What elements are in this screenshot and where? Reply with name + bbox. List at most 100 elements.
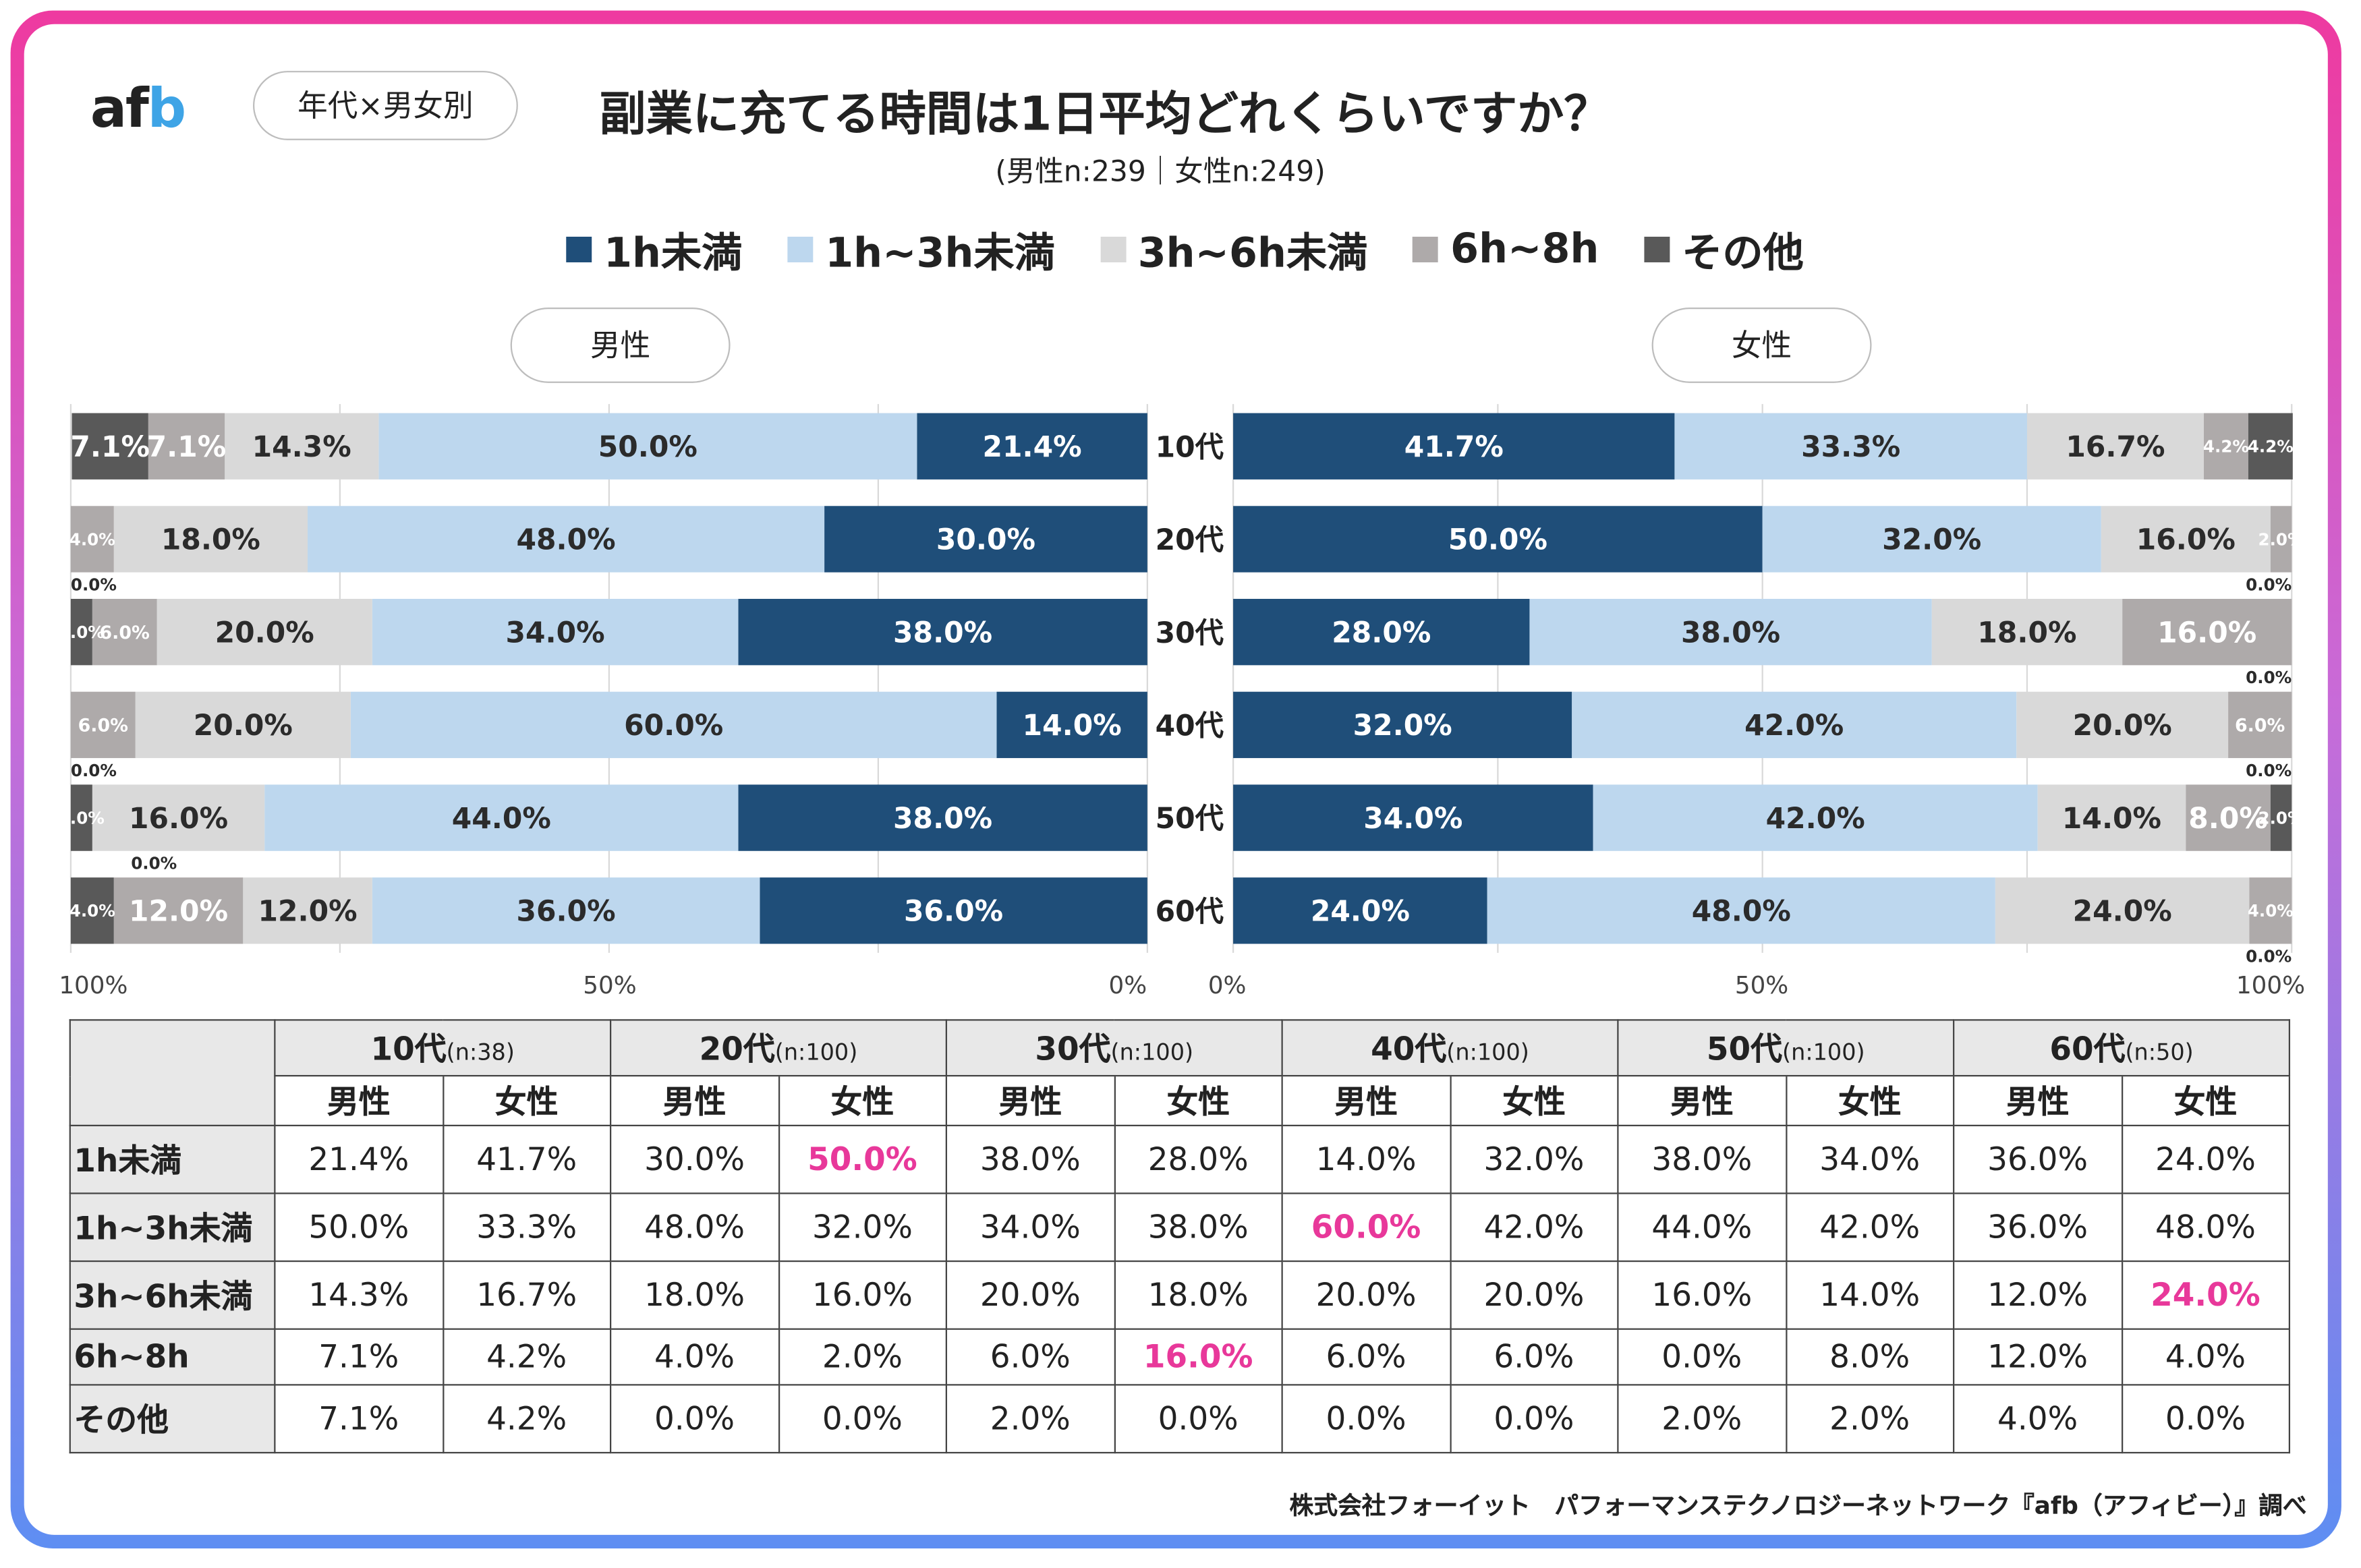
table-cell: 0.0%	[1449, 1383, 1619, 1454]
table-cell: 0.0%	[1113, 1383, 1283, 1454]
tick-label: 0%	[1208, 972, 1247, 999]
data-label: 42.0%	[1744, 709, 1844, 743]
tick-label: 100%	[2236, 972, 2305, 999]
table-cell: 50.0%	[274, 1192, 444, 1262]
data-label: 0.0%	[2246, 761, 2292, 780]
data-label: 44.0%	[452, 803, 551, 836]
data-label: 24.0%	[2073, 896, 2172, 929]
gender-header: 男性	[1617, 1074, 1787, 1126]
category-label: 20代	[1156, 524, 1224, 557]
age-group-label: 50代	[1706, 1031, 1783, 1068]
data-label: 2.0%	[2258, 809, 2304, 828]
legend-item: 1h未満	[566, 220, 742, 279]
table-row: 6h~8h 7.1% 4.2% 4.0% 2.0% 6.0% 16.0% 6.0% 6.0% 0.…	[69, 1329, 2291, 1386]
data-label: 24.0%	[1311, 896, 1410, 929]
data-label: 38.0%	[893, 803, 992, 836]
data-label: 6.0%	[100, 622, 150, 643]
table-cell: 7.1%	[274, 1383, 444, 1454]
table-cell: 42.0%	[1449, 1192, 1619, 1262]
data-label: 0.0%	[2246, 668, 2292, 687]
table-cell: 38.0%	[945, 1124, 1115, 1194]
sample-size-label: (n:38)	[446, 1039, 515, 1066]
data-label: 21.4%	[983, 431, 1082, 464]
bar-male-1h-3h	[372, 877, 760, 944]
age-group-header: 20代(n:100)	[610, 1019, 947, 1077]
table-cell: 12.0%	[1953, 1329, 2123, 1386]
data-label: 16.0%	[2136, 524, 2236, 557]
legend-swatch	[1100, 236, 1126, 262]
bar-male-6h-8h	[70, 506, 114, 573]
table-cell: 41.7%	[442, 1124, 612, 1194]
data-label: 6.0%	[2235, 716, 2285, 736]
data-label: 32.0%	[1353, 709, 1452, 743]
data-label: 2.0%	[59, 622, 105, 642]
sample-size-label: (n:100)	[1782, 1039, 1865, 1066]
bar-male-1h	[917, 413, 1147, 480]
sample-size-subtitle: (男性n:239｜女性n:249)	[995, 155, 1326, 189]
tick-label: 0%	[1109, 972, 1147, 999]
data-label: 7.1%	[147, 431, 227, 464]
bar-female-3h-6h	[1931, 598, 2123, 666]
table-cell: 50.0%	[777, 1124, 947, 1194]
gender-header: 女性	[1113, 1074, 1283, 1126]
bar-female-3h-6h	[2026, 413, 2204, 480]
bar-male-1h	[996, 691, 1147, 759]
age-group-label: 40代	[1371, 1031, 1447, 1068]
data-label: 34.0%	[1363, 803, 1462, 836]
bar-male-3h-6h	[225, 413, 379, 480]
legend-label: 1h~3h未満	[825, 231, 1055, 278]
age-group-label: 10代	[370, 1031, 447, 1068]
bar-female-1h-3h	[1529, 598, 1932, 666]
bar-female-1h	[1233, 598, 1530, 666]
tick-label: 50%	[583, 972, 636, 999]
gender-header: 男性	[1281, 1074, 1451, 1126]
legend-label: 6h~8h	[1450, 226, 1599, 273]
table-cell: 4.0%	[2120, 1329, 2291, 1386]
bar-female-6h-8h	[2122, 598, 2292, 666]
bar-female-1h-3h	[1674, 413, 2027, 480]
bar-male-1h-3h	[264, 784, 739, 851]
category-label: 60代	[1156, 896, 1224, 929]
table-cell: 6.0%	[945, 1329, 1115, 1386]
bar-female-1h-3h	[1572, 691, 2017, 759]
table-cell: 36.0%	[1953, 1192, 2123, 1262]
legend-label: 1h未満	[604, 231, 743, 278]
data-label: 0.0%	[131, 854, 177, 873]
data-label: 0.0%	[71, 761, 117, 780]
bar-male-3h-6h	[157, 598, 372, 666]
data-label: 14.3%	[252, 431, 351, 464]
table-cell: 48.0%	[610, 1192, 780, 1262]
table-cell: 2.0%	[1617, 1383, 1787, 1454]
bar-male-6h-8h	[148, 413, 225, 480]
age-group-label: 20代	[699, 1031, 775, 1068]
legend-item: 6h~8h	[1413, 226, 1599, 273]
bar-female-1h	[1233, 691, 1572, 759]
data-label: 8.0%	[2188, 803, 2268, 836]
table-cell: 4.0%	[610, 1329, 780, 1386]
gender-header: 女性	[1449, 1074, 1619, 1126]
bar-female-3h-6h	[2037, 784, 2186, 851]
bar-female-x	[2270, 784, 2292, 851]
gender-header: 女性	[442, 1074, 612, 1126]
bar-male-1h	[824, 506, 1147, 573]
data-label: 50.0%	[598, 431, 698, 464]
age-group-header: 40代(n:100)	[1281, 1019, 1619, 1077]
data-label: 20.0%	[194, 709, 293, 743]
legend-item: 1h~3h未満	[787, 220, 1055, 279]
age-group-header: 50代(n:100)	[1617, 1019, 1955, 1077]
bar-female-1h	[1233, 877, 1487, 944]
age-group-header: 30代(n:100)	[945, 1019, 1283, 1077]
table-cell: 0.0%	[1281, 1383, 1451, 1454]
table-cell: 44.0%	[1617, 1192, 1787, 1262]
bar-male-1h	[738, 598, 1147, 666]
gender-header: 男性	[945, 1074, 1115, 1126]
tick-label: 50%	[1735, 972, 1788, 999]
table-cell: 20.0%	[945, 1260, 1115, 1331]
table-cell: 14.0%	[1785, 1260, 1955, 1331]
table-cell: 60.0%	[1281, 1192, 1451, 1262]
bar-male-1h-3h	[378, 413, 917, 480]
source-footer: 株式会社フォーイット パフォーマンステクノロジーネットワーク『afb（アフィビー…	[1289, 1491, 2307, 1520]
page-title: 副業に充てる時間は1日平均どれくらいですか？	[599, 87, 1611, 142]
legend-label: 3h~6h未満	[1137, 231, 1368, 278]
table-row: 1h~3h未満 50.0% 33.3% 48.0% 32.0% 34.0% 38.0% 60.…	[69, 1192, 2291, 1262]
